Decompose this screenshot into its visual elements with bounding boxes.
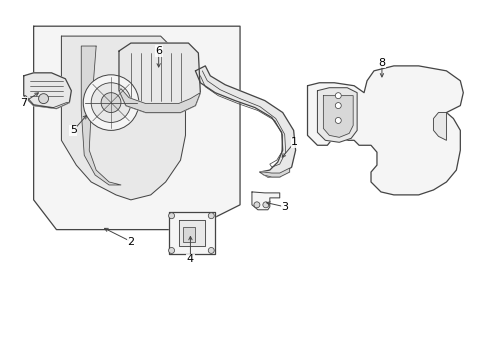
Polygon shape xyxy=(178,220,205,247)
Polygon shape xyxy=(260,168,290,177)
Circle shape xyxy=(83,75,139,130)
Circle shape xyxy=(335,117,341,123)
Circle shape xyxy=(91,83,131,122)
Text: 5: 5 xyxy=(70,125,77,135)
Text: 2: 2 xyxy=(127,237,134,247)
Polygon shape xyxy=(61,36,185,200)
Text: 6: 6 xyxy=(155,46,162,56)
Text: 7: 7 xyxy=(20,98,27,108)
Text: 8: 8 xyxy=(378,58,386,68)
Polygon shape xyxy=(196,66,295,177)
Text: 1: 1 xyxy=(291,137,298,147)
Polygon shape xyxy=(434,113,446,140)
Polygon shape xyxy=(24,73,72,109)
Circle shape xyxy=(169,247,174,253)
Circle shape xyxy=(169,213,174,219)
Circle shape xyxy=(101,93,121,113)
Polygon shape xyxy=(318,88,357,142)
Text: 3: 3 xyxy=(281,202,288,212)
Circle shape xyxy=(335,93,341,99)
Polygon shape xyxy=(81,46,121,185)
Circle shape xyxy=(39,94,49,104)
Polygon shape xyxy=(323,96,353,137)
Polygon shape xyxy=(119,43,200,113)
Circle shape xyxy=(254,202,260,208)
Polygon shape xyxy=(119,89,200,113)
Polygon shape xyxy=(252,192,280,210)
Polygon shape xyxy=(308,66,464,195)
Polygon shape xyxy=(34,26,240,230)
Bar xyxy=(183,227,196,242)
Polygon shape xyxy=(24,96,70,109)
Text: 4: 4 xyxy=(187,255,194,264)
Circle shape xyxy=(208,213,214,219)
Circle shape xyxy=(335,103,341,109)
Circle shape xyxy=(263,202,269,208)
Polygon shape xyxy=(169,212,215,255)
Circle shape xyxy=(208,247,214,253)
